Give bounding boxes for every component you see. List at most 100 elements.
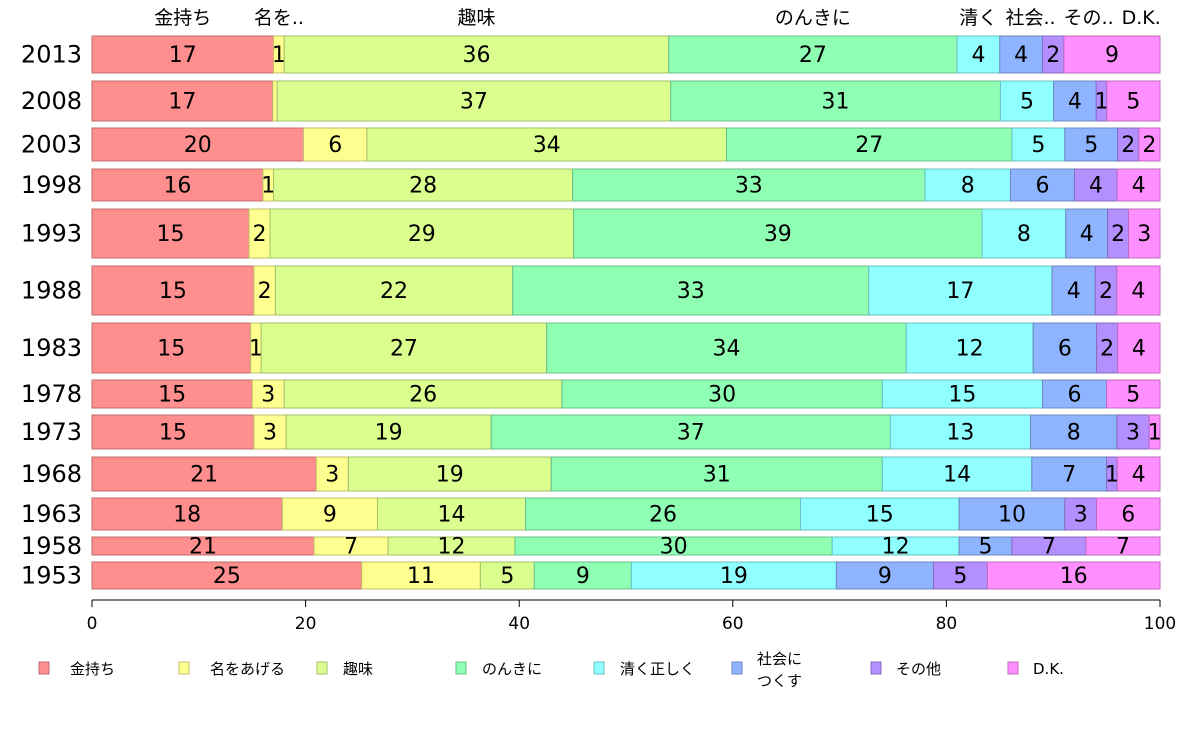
year-label: 1993 — [21, 220, 82, 248]
year-label: 1963 — [21, 500, 82, 528]
data-label: 18 — [173, 503, 201, 528]
legend-swatch — [455, 661, 467, 675]
bar-segment — [361, 561, 481, 590]
data-label: 5 — [1126, 90, 1140, 115]
data-label: 2 — [1099, 279, 1113, 304]
year-label: 1953 — [21, 562, 82, 590]
bar-segment — [315, 456, 349, 492]
data-label: 6 — [1058, 337, 1072, 362]
data-label: 17 — [168, 90, 196, 115]
data-label: 30 — [660, 535, 688, 560]
bar-segment — [1128, 208, 1161, 259]
bar-segment — [573, 208, 983, 259]
data-label: 15 — [866, 503, 894, 528]
bar-segment — [533, 561, 632, 590]
legend-swatch — [731, 661, 743, 675]
data-label: 6 — [1068, 383, 1082, 408]
data-label: 8 — [961, 174, 975, 199]
bar-segment — [1096, 497, 1161, 531]
legend-label: 社会に — [757, 650, 802, 668]
bar-segment — [986, 561, 1161, 590]
bar-segment — [550, 456, 883, 492]
bar-segment — [881, 379, 1044, 409]
data-label: 4 — [971, 43, 985, 68]
data-label: 4 — [1014, 43, 1028, 68]
data-label: 1 — [261, 174, 275, 199]
data-label: 17 — [946, 279, 974, 304]
bar-segment — [274, 265, 514, 316]
data-label: 29 — [408, 222, 436, 247]
bar-segment — [1106, 379, 1161, 409]
bar-segment — [253, 414, 287, 450]
bar-segment — [479, 561, 535, 590]
data-label: 2 — [258, 279, 272, 304]
bar-segment — [347, 456, 552, 492]
bar-segment — [1116, 414, 1150, 450]
data-label: 26 — [649, 503, 677, 528]
x-tick-label: 60 — [722, 614, 744, 634]
legend-swatch — [38, 661, 50, 675]
data-label: 9 — [323, 503, 337, 528]
data-label: 15 — [159, 279, 187, 304]
bar-segment — [1074, 168, 1118, 202]
bar-segment — [1106, 80, 1161, 122]
data-label: 27 — [799, 43, 827, 68]
bar-segment — [1051, 265, 1096, 316]
data-label: 12 — [882, 535, 910, 560]
bar-segment — [668, 35, 958, 74]
x-tick-label: 100 — [1144, 614, 1176, 634]
legend-label: D.K. — [1033, 660, 1064, 678]
bar-segment — [835, 561, 934, 590]
bar-segment — [981, 208, 1067, 259]
data-label: 19 — [720, 564, 748, 589]
data-label: 1 — [272, 43, 286, 68]
bar-segment — [999, 80, 1055, 122]
data-label: 4 — [1068, 90, 1082, 115]
bar-segment — [1064, 127, 1119, 162]
data-label: 19 — [375, 421, 403, 446]
bar-segment — [868, 265, 1053, 316]
data-label: 5 — [1126, 383, 1140, 408]
data-label: 4 — [1132, 337, 1146, 362]
bar-segment — [91, 208, 250, 259]
bar-segment — [956, 35, 1001, 74]
top-category-label: のんきに — [775, 7, 851, 29]
data-label: 37 — [677, 421, 705, 446]
year-label: 1978 — [21, 380, 82, 408]
data-label: 1 — [1105, 463, 1119, 488]
data-label: 27 — [855, 133, 883, 158]
data-label: 7 — [1062, 463, 1076, 488]
data-label: 30 — [708, 383, 736, 408]
data-label: 15 — [158, 383, 186, 408]
data-label: 4 — [1080, 222, 1094, 247]
bar-segment — [670, 80, 1001, 122]
data-label: 16 — [1060, 564, 1088, 589]
bar-segment — [1065, 208, 1109, 259]
data-label: 4 — [1089, 174, 1103, 199]
bar-segment — [1117, 322, 1161, 374]
bar-segment — [91, 414, 255, 450]
bar-segment — [91, 127, 304, 162]
data-label: 25 — [213, 564, 241, 589]
bar-segment — [273, 168, 574, 202]
x-tick-label: 0 — [87, 614, 98, 634]
data-label: 39 — [764, 222, 792, 247]
data-label: 2 — [1111, 222, 1125, 247]
data-label: 14 — [438, 503, 466, 528]
bar-segment — [281, 497, 379, 531]
data-label: 5 — [1020, 90, 1034, 115]
data-label: 4 — [1131, 279, 1145, 304]
bar-segment — [932, 561, 988, 590]
bar-segment — [999, 35, 1044, 74]
bar-segment — [572, 168, 926, 202]
bar-segment — [91, 35, 275, 74]
year-label: 1998 — [21, 171, 82, 199]
data-label: 9 — [1105, 43, 1119, 68]
bar-segment — [512, 265, 870, 316]
data-label: 2 — [1100, 337, 1114, 362]
data-label: 3 — [1126, 421, 1140, 446]
bar-segment — [561, 379, 883, 409]
x-tick-label: 20 — [295, 614, 317, 634]
data-label: 7 — [344, 535, 358, 560]
